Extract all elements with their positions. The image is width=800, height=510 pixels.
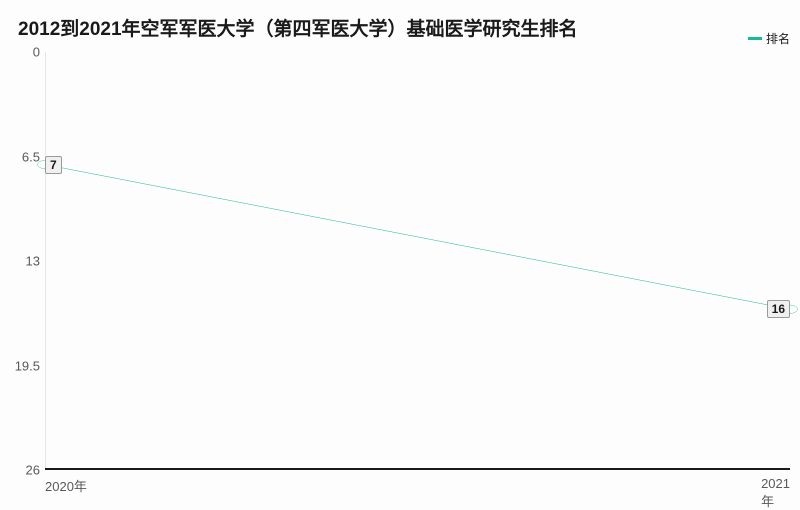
x-axis-baseline <box>45 468 790 470</box>
plot: 0 6.5 13 19.5 26 7 16 2020年 2021年 <box>45 52 790 470</box>
chart-area: 0 6.5 13 19.5 26 7 16 2020年 2021年 <box>45 52 790 470</box>
xtick-0: 2020年 <box>45 476 87 495</box>
ytick-0: 0 <box>33 45 40 60</box>
legend: 排名 <box>748 30 790 47</box>
point-label-1: 16 <box>767 300 790 318</box>
ytick-19_5: 19.5 <box>15 358 40 373</box>
markers-svg <box>45 52 790 470</box>
ytick-26: 26 <box>26 463 40 478</box>
legend-swatch <box>748 37 762 40</box>
ytick-13: 13 <box>26 254 40 269</box>
legend-label: 排名 <box>766 30 790 47</box>
ytick-6_5: 6.5 <box>22 149 40 164</box>
chart-title: 2012到2021年空军军医大学（第四军医大学）基础医学研究生排名 <box>18 14 578 41</box>
point-label-0: 7 <box>45 156 62 174</box>
xtick-1: 2021年 <box>761 476 790 510</box>
